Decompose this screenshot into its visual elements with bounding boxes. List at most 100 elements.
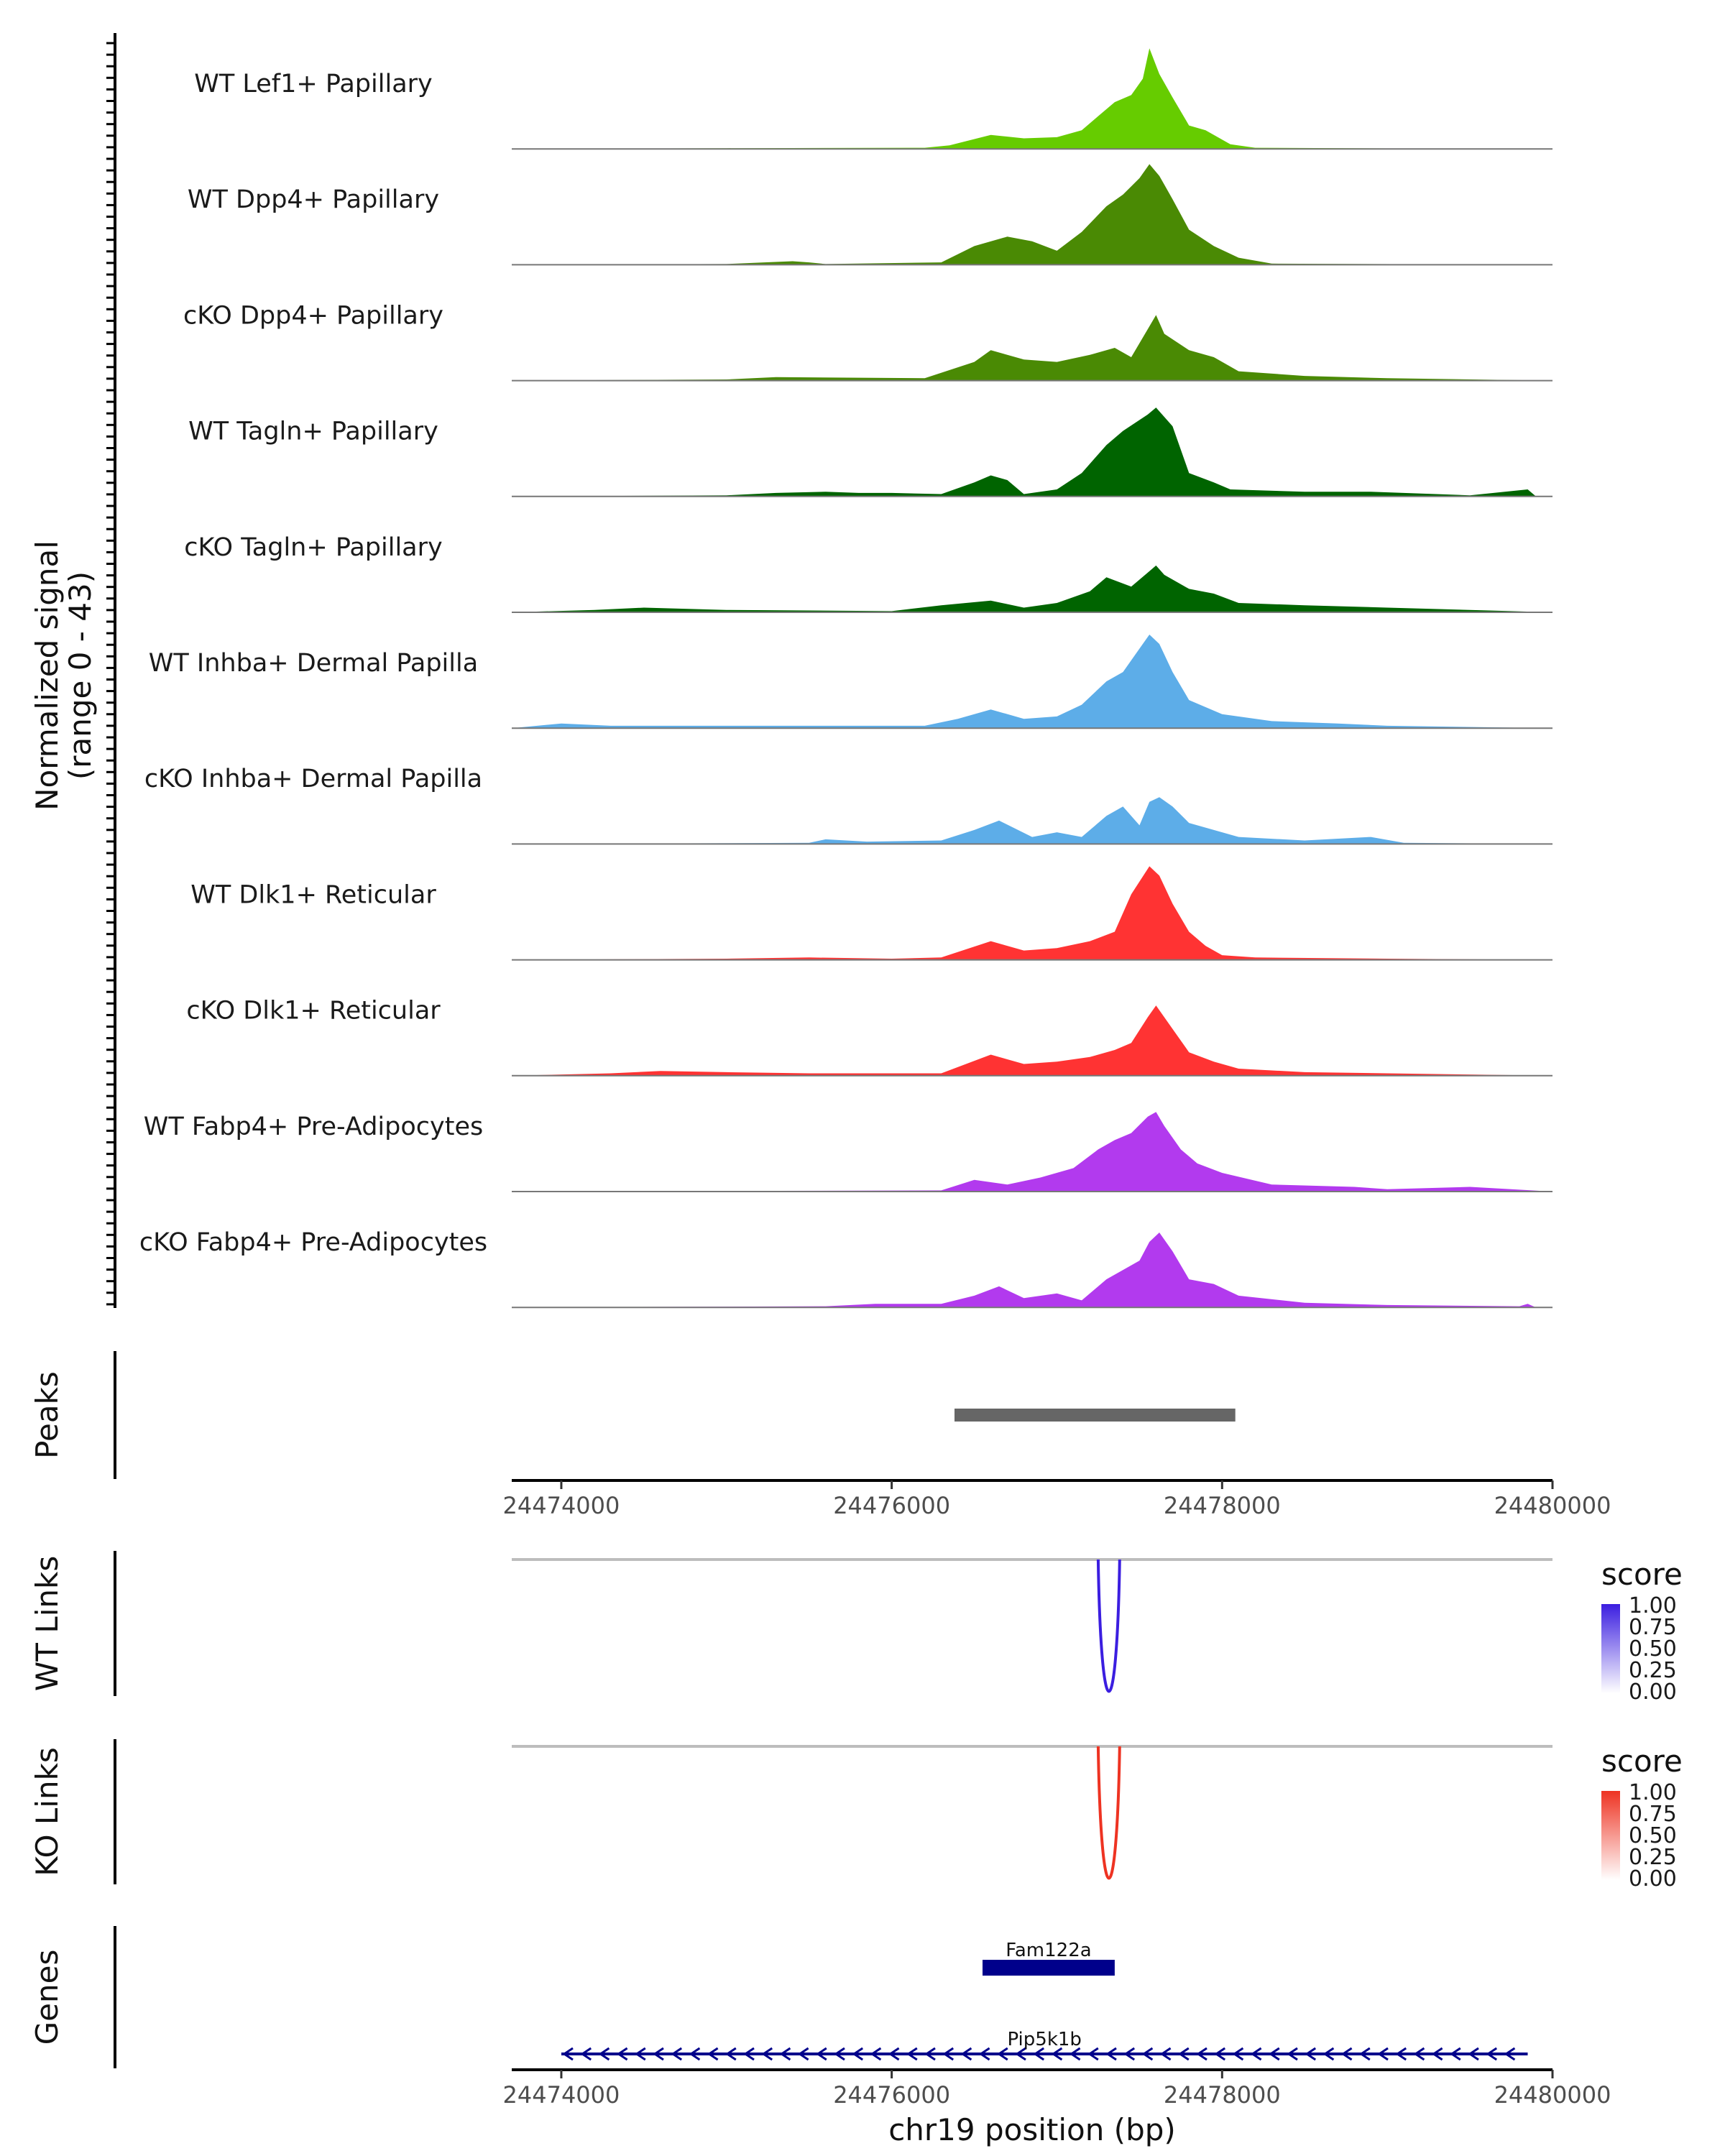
ko-legend-tick: 0.25 — [1629, 1845, 1677, 1870]
strand-arrow — [689, 2047, 701, 2061]
strand-arrow — [1250, 2047, 1262, 2061]
coverage-area — [512, 1233, 1552, 1308]
strand-arrow — [906, 2047, 918, 2061]
gene-fam122a-exon — [983, 1960, 1115, 1976]
track-wt-tagln-papillary: WT Tagln+ Papillary — [188, 407, 1552, 497]
strand-arrow — [1105, 2047, 1117, 2061]
track-wt-inhba-dermal-papilla: WT Inhba+ Dermal Papilla — [149, 635, 1552, 729]
strand-arrow — [635, 2047, 646, 2061]
gene-models: Fam122a Pip5k1b — [561, 1940, 1528, 2061]
track-label: WT Inhba+ Dermal Papilla — [149, 649, 478, 678]
strand-arrow — [616, 2047, 628, 2061]
strand-arrow — [1431, 2047, 1443, 2061]
track-cko-dpp4-papillary: cKO Dpp4+ Papillary — [183, 301, 1552, 382]
wt-legend-tick: 0.75 — [1629, 1615, 1677, 1640]
gene-fam122a-label: Fam122a — [1006, 1940, 1091, 1961]
coverage-axis-title: Normalized signal — [29, 540, 65, 811]
strand-arrow — [562, 2047, 574, 2061]
track-wt-lef1-papillary: WT Lef1+ Papillary — [194, 48, 1552, 150]
track-label: cKO Fabp4+ Pre-Adipocytes — [139, 1228, 487, 1257]
strand-arrow — [1486, 2047, 1498, 2061]
strand-arrow — [1450, 2047, 1461, 2061]
track-cko-fabp4-pre-adipocytes: cKO Fabp4+ Pre-Adipocytes — [139, 1228, 1552, 1309]
gene-pip5k1b-strand-arrows — [562, 2047, 1516, 2061]
x-axis-tick-label: 24476000 — [833, 2081, 950, 2109]
track-label: WT Tagln+ Papillary — [188, 418, 438, 446]
track-label: WT Dlk1+ Reticular — [190, 880, 436, 909]
strand-arrow — [834, 2047, 845, 2061]
strand-arrow — [1214, 2047, 1226, 2061]
track-cko-dlk1-reticular: cKO Dlk1+ Reticular — [186, 997, 1552, 1077]
wt-legend-tick: 1.00 — [1629, 1593, 1677, 1618]
ko-legend-colorbar — [1601, 1791, 1620, 1880]
coverage-area — [512, 1005, 1552, 1076]
ko-legend-tick: 0.75 — [1629, 1802, 1677, 1827]
strand-arrow — [852, 2047, 864, 2061]
coverage-area — [512, 164, 1552, 265]
strand-arrow — [1322, 2047, 1335, 2061]
ko-legend-title: score — [1601, 1743, 1683, 1779]
coverage-axis-ticks — [106, 42, 115, 1306]
peak-regions — [954, 1409, 1236, 1422]
strand-arrow — [1196, 2047, 1208, 2061]
track-wt-fabp4-pre-adipocytes: WT Fabp4+ Pre-Adipocytes — [144, 1112, 1552, 1192]
wt-legend-tick: 0.00 — [1629, 1680, 1677, 1705]
x-axis-bottom: 24474000 24476000 24478000 24480000 — [503, 2070, 1611, 2109]
strand-arrow — [960, 2047, 972, 2061]
strand-arrow — [888, 2047, 900, 2061]
wt-legend-title: score — [1601, 1557, 1683, 1592]
strand-arrow — [1141, 2047, 1154, 2061]
strand-arrow — [1123, 2047, 1136, 2061]
strand-arrow — [1232, 2047, 1244, 2061]
x-axis-top: 24474000 24476000 24478000 24480000 — [503, 1480, 1611, 1519]
track-wt-dpp4-papillary: WT Dpp4+ Papillary — [188, 164, 1552, 266]
x-axis-tick-label: 24476000 — [833, 1492, 950, 1519]
coverage-area — [512, 1112, 1552, 1192]
track-cko-inhba-dermal-papilla: cKO Inhba+ Dermal Papilla — [144, 765, 1552, 845]
peak-region — [954, 1409, 1236, 1422]
coverage-tracks: WT Lef1+ Papillary WT Dpp4+ Papillary cKO … — [139, 48, 1552, 1309]
strand-arrow — [816, 2047, 827, 2061]
strand-arrow — [1178, 2047, 1190, 2061]
x-axis-tick-label: 24474000 — [503, 2081, 620, 2109]
track-label: cKO Dlk1+ Reticular — [186, 997, 441, 1026]
strand-arrow — [1087, 2047, 1099, 2061]
track-label: WT Lef1+ Papillary — [194, 70, 433, 98]
ko-legend-tick: 1.00 — [1629, 1780, 1677, 1805]
strand-arrow — [580, 2047, 592, 2061]
strand-arrow — [1305, 2047, 1317, 2061]
track-label: WT Dpp4+ Papillary — [188, 185, 439, 214]
strand-arrow — [779, 2047, 791, 2061]
track-label: cKO Inhba+ Dermal Papilla — [144, 765, 482, 793]
strand-arrow — [1069, 2047, 1081, 2061]
strand-arrow — [797, 2047, 809, 2061]
coverage-area — [512, 407, 1552, 497]
wt-legend-colorbar — [1601, 1604, 1620, 1693]
genes-panel-title: Genes — [29, 1950, 65, 2045]
wt-legend-tick: 0.50 — [1629, 1636, 1677, 1662]
strand-arrow — [707, 2047, 719, 2061]
x-axis-tick-label: 24478000 — [1164, 1492, 1281, 1519]
strand-arrow — [725, 2047, 737, 2061]
ko-legend-tick: 0.50 — [1629, 1823, 1677, 1848]
strand-arrow — [671, 2047, 683, 2061]
strand-arrow — [1287, 2047, 1298, 2061]
strand-arrow — [1468, 2047, 1479, 2061]
coverage-area — [512, 635, 1552, 729]
strand-arrow — [1015, 2047, 1026, 2061]
track-label: cKO Tagln+ Papillary — [184, 533, 443, 562]
wt-score-legend: score 1.00 0.75 0.50 0.25 0.00 — [1601, 1557, 1683, 1705]
strand-arrow — [1413, 2047, 1425, 2061]
peaks-panel-title: Peaks — [29, 1371, 65, 1459]
coverage-area — [512, 48, 1552, 149]
strand-arrow — [1159, 2047, 1172, 2061]
coverage-area — [512, 315, 1552, 381]
strand-arrow — [1359, 2047, 1371, 2061]
ko-link-arc — [1096, 1746, 1121, 1880]
track-label: cKO Dpp4+ Papillary — [183, 301, 443, 330]
strand-arrow — [761, 2047, 773, 2061]
strand-arrow — [942, 2047, 954, 2061]
ko-score-legend: score 1.00 0.75 0.50 0.25 0.00 — [1601, 1743, 1683, 1892]
strand-arrow — [978, 2047, 990, 2061]
